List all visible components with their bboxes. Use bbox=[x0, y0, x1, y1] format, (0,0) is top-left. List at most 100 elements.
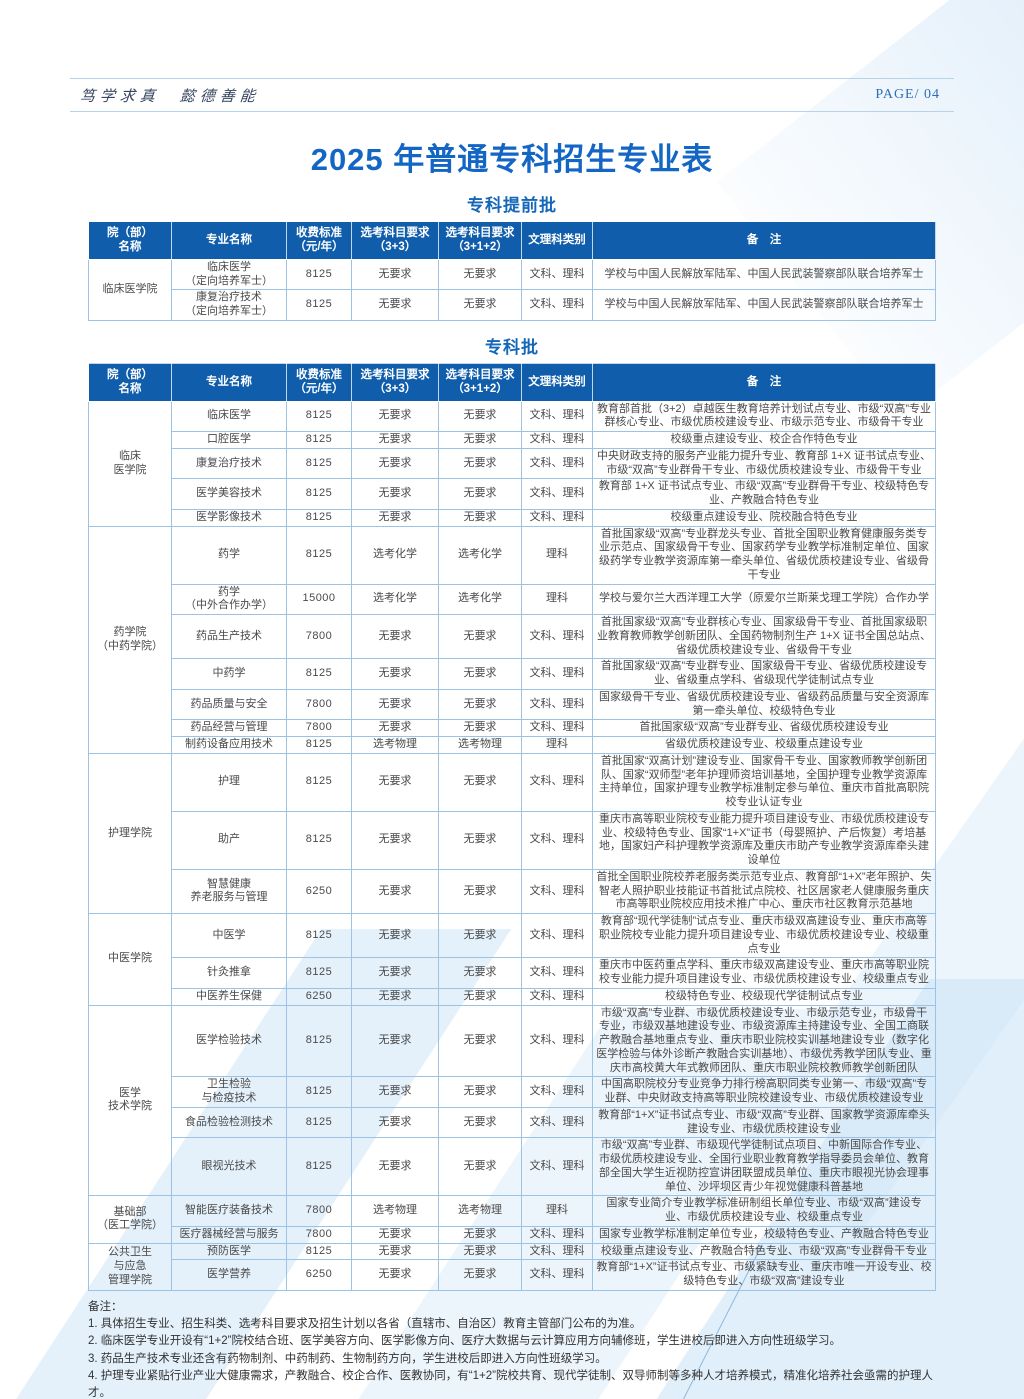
subject-req-33-cell: 无要求 bbox=[351, 810, 439, 870]
fee-cell: 7800 bbox=[286, 613, 352, 660]
category-cell: 文科、理科 bbox=[521, 508, 593, 527]
category-cell: 文科、理科 bbox=[521, 478, 593, 510]
fee-cell: 8125 bbox=[286, 1242, 352, 1261]
subject-req-312-cell: 选考物理 bbox=[438, 1195, 522, 1227]
remark-cell: 校级特色专业、校级现代学徒制试点专业 bbox=[592, 987, 936, 1006]
column-header: 专业名称 bbox=[171, 362, 287, 402]
remark-cell: 市级“双高”专业群、市级现代学徒制试点项目、中新国际合作专业、市级优质校建设专业… bbox=[592, 1137, 936, 1197]
batch-subtitle: 专科提前批 bbox=[467, 196, 557, 215]
subject-req-312-cell: 无要求 bbox=[438, 478, 522, 510]
note-item: 1. 具体招生专业、招生科类、选考科目要求及招生计划以各省（直辖市、自治区）教育… bbox=[88, 1318, 642, 1330]
subject-req-33-cell: 选考物理 bbox=[351, 1195, 439, 1227]
major-cell: 药学 （中外合作办学） bbox=[171, 583, 287, 615]
column-header: 选考科目要求 （3+1+2） bbox=[438, 362, 522, 402]
table-row: 制药设备应用技术 8125 选考物理 选考物理 理科 省级优质校建设专业、校级重点建设专业 bbox=[89, 736, 936, 754]
major-cell: 医学检验技术 bbox=[171, 1004, 287, 1078]
batch-subtitle: 专科批 bbox=[485, 337, 539, 357]
subject-req-312-cell: 无要求 bbox=[438, 957, 522, 989]
subject-req-312-cell: 无要求 bbox=[438, 447, 522, 480]
subject-req-312-cell: 无要求 bbox=[438, 1106, 522, 1139]
remark-cell: 教育部“1+X”证书试点专业、市级“双高”专业群、国家教学资源库牵头建设专业、市… bbox=[592, 1106, 936, 1139]
fee-cell: 8125 bbox=[286, 912, 352, 959]
major-cell: 食品检验检测技术 bbox=[171, 1106, 287, 1139]
subject-req-312-cell: 选考化学 bbox=[438, 525, 522, 585]
college-cell: 公共卫生 与应急 管理学院 bbox=[88, 1242, 172, 1291]
category-cell: 文科、理科 bbox=[521, 258, 593, 291]
column-header: 文理科类别 bbox=[521, 362, 593, 402]
category-cell: 理科 bbox=[521, 736, 593, 754]
note-item: 4. 护理专业紧贴行业产业大健康需求，产教融合、校企合作、医教协同，有“1+2”… bbox=[88, 1369, 933, 1399]
table-row: 护理学院 护理 8125 无要求 无要求 文科、理科 首批国家“双高计划”建设专业、国家骨干… bbox=[88, 752, 936, 915]
remark-cell: 重庆市高等职业院校专业能力提升项目建设专业、市级优质校建设专业、校级特色专业、国… bbox=[592, 810, 936, 870]
remark-cell: 校级重点建设专业、院校融合特色专业 bbox=[592, 508, 936, 527]
college-cell: 中医学院 bbox=[88, 913, 172, 1006]
table-row: 中医学院 中医学 8125 无要求 无要求 文科、理科 教育部“现代学徒制”试点专业、重庆市… bbox=[88, 912, 936, 1006]
header-row: 院（部） 名称 专业名称 收费标准 （元/年） 选考科目要求 （3+3） 选考科目要求 … bbox=[88, 362, 936, 402]
major-cell: 卫生检验 与检疫技术 bbox=[171, 1076, 287, 1108]
remark-cell: 首批国家级“双高”专业群专业、国家级骨干专业、省级优质校建设专业、省级重点学科、… bbox=[592, 658, 936, 690]
table-row: 医学影像技术 8125 无要求 无要求 文科、理科 校级重点建设专业、院校融合特色专业 bbox=[89, 508, 936, 527]
fee-cell: 8125 bbox=[286, 508, 352, 527]
major-cell: 护理 bbox=[171, 752, 287, 812]
major-cell: 康复治疗技术 bbox=[171, 447, 287, 480]
category-cell: 文科、理科 bbox=[521, 447, 593, 480]
subject-req-33-cell: 无要求 bbox=[351, 987, 439, 1006]
table-row: 药学院 （中药学院） 药学 8125 选考化学 选考化学 理科 首批国家级“双高”专业群龙头… bbox=[88, 525, 936, 754]
remark-cell: 国家专业教学标准制定单位专业，校级特色专业、产教融合特色专业 bbox=[592, 1225, 936, 1244]
subject-req-33-cell: 无要求 bbox=[351, 478, 439, 510]
subject-req-33-cell: 无要求 bbox=[351, 258, 439, 291]
fee-cell: 7800 bbox=[286, 719, 352, 737]
major-cell: 临床医学 （定向培养军士） bbox=[171, 258, 287, 291]
note-item: 3. 药品生产技术专业还含有药物制剂、中药制药、生物制药方向，学生进校后即进入方… bbox=[88, 1352, 607, 1365]
fee-cell: 8125 bbox=[286, 1137, 352, 1197]
college-cell: 药学院 （中药学院） bbox=[88, 525, 172, 754]
category-cell: 文科、理科 bbox=[521, 1259, 593, 1291]
column-header: 选考科目要求 （3+3） bbox=[351, 221, 439, 260]
college-cell: 护理学院 bbox=[88, 752, 172, 915]
note-item: 2. 临床医学专业开设有“1+2”院校结合班、医学美容方向、医学影像方向、医疗大… bbox=[88, 1335, 841, 1348]
subject-req-33-cell: 无要求 bbox=[351, 1106, 439, 1139]
subject-req-312-cell: 选考化学 bbox=[438, 583, 522, 615]
table-row: 药品生产技术 7800 无要求 无要求 文科、理科 首批国家级“双高”专业群核心专业、国家… bbox=[89, 613, 936, 660]
fee-cell: 8125 bbox=[286, 957, 352, 989]
subject-req-312-cell: 无要求 bbox=[438, 1225, 522, 1244]
remark-cell: 教育部 1+X 证书试点专业、市级“双高”专业群骨干专业、校级特色专业、产教融合… bbox=[592, 478, 936, 510]
college-cell: 临床医学院 bbox=[88, 258, 172, 321]
major-cell: 智能医疗装备技术 bbox=[171, 1195, 287, 1227]
subject-req-312-cell: 无要求 bbox=[438, 1242, 522, 1261]
subject-req-33-cell: 无要求 bbox=[351, 957, 439, 989]
subject-req-312-cell: 无要求 bbox=[438, 658, 522, 690]
remark-cell: 国家专业简介专业教学标准研制组长单位专业、市级“双高”建设专业、市级优质校建设专… bbox=[592, 1195, 936, 1227]
subject-req-33-cell: 无要求 bbox=[351, 1225, 439, 1244]
table-row: 基础部 （医工学院） 智能医疗装备技术 7800 选考物理 选考物理 理科 国家专业简介专业… bbox=[88, 1195, 936, 1244]
category-cell: 文科、理科 bbox=[521, 987, 593, 1006]
remark-cell: 学校与爱尔兰大西洋理工大学（原爱尔兰斯莱戈理工学院）合作办学 bbox=[592, 583, 936, 615]
table-body: 临床医学院 临床医学 （定向培养军士） 8125 无要求 无要求 文科、理科 学校与中国人民… bbox=[88, 258, 936, 321]
subject-req-312-cell: 无要求 bbox=[438, 810, 522, 870]
table-row: 药品质量与安全 7800 无要求 无要求 文科、理科 国家级骨干专业、省级优质校建设专业、… bbox=[89, 688, 936, 721]
subject-req-33-cell: 无要求 bbox=[351, 1004, 439, 1078]
table-body: 临床 医学院 临床医学 8125 无要求 无要求 文科、理科 教育部首批（3+2）卓越医生教… bbox=[88, 400, 936, 1291]
fee-cell: 8125 bbox=[286, 1076, 352, 1108]
fee-cell: 8125 bbox=[286, 289, 352, 321]
page-header: 笃学求真 懿德善能 PAGE/ 04 bbox=[70, 78, 954, 112]
category-cell: 文科、理科 bbox=[521, 1076, 593, 1108]
table-row: 药学 （中外合作办学） 15000 选考化学 选考化学 理科 学校与爱尔兰大西洋理工大学（… bbox=[89, 583, 936, 615]
remark-cell: 校级重点建设专业、产教融合特色专业、市级“双高”专业群骨干专业 bbox=[592, 1242, 936, 1261]
subject-req-33-cell: 无要求 bbox=[351, 1137, 439, 1197]
major-cell: 智慧健康 养老服务与管理 bbox=[171, 868, 287, 915]
category-cell: 文科、理科 bbox=[521, 431, 593, 449]
major-cell: 药品生产技术 bbox=[171, 613, 287, 660]
table-row: 助产 8125 无要求 无要求 文科、理科 重庆市高等职业院校专业能力提升项目建设专业、市… bbox=[89, 810, 936, 870]
school-motto: 笃学求真 懿德善能 bbox=[79, 86, 261, 105]
remark-cell: 中央财政支持的服务产业能力提升专业、教育部 1+X 证书试点专业、市级“双高”专… bbox=[592, 447, 936, 480]
category-cell: 文科、理科 bbox=[521, 1225, 593, 1244]
fee-cell: 7800 bbox=[286, 688, 352, 721]
table-row: 医学 技术学院 医学检验技术 8125 无要求 无要求 文科、理科 市级“双高”专业群、市级… bbox=[88, 1004, 936, 1197]
major-cell: 药品经营与管理 bbox=[171, 719, 287, 737]
fee-cell: 6250 bbox=[286, 987, 352, 1006]
category-cell: 文科、理科 bbox=[521, 912, 593, 959]
remark-cell: 校级重点建设专业、校企合作特色专业 bbox=[592, 431, 936, 449]
table-head: 院（部） 名称 专业名称 收费标准 （元/年） 选考科目要求 （3+3） 选考科目要求 … bbox=[88, 221, 936, 260]
subject-req-33-cell: 无要求 bbox=[351, 658, 439, 690]
